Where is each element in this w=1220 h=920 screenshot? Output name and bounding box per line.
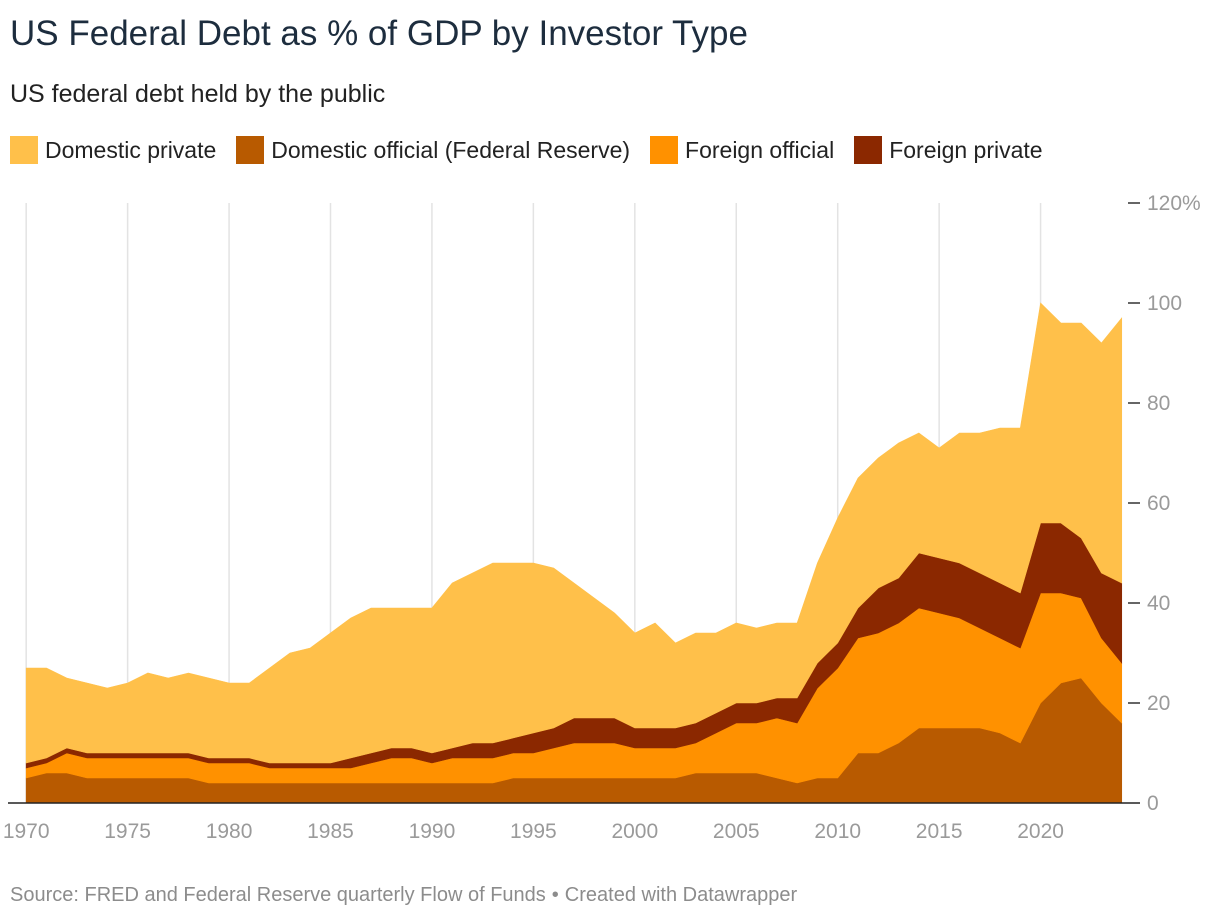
y-tick-label-100: 100 — [1147, 292, 1182, 315]
y-tick-label-40: 40 — [1147, 592, 1170, 615]
x-tick-label-1970: 1970 — [3, 820, 50, 843]
y-tick-label-0: 0 — [1147, 792, 1159, 815]
x-tick-label-1995: 1995 — [510, 820, 557, 843]
x-axis: 1970 1975 1980 1985 1990 1995 2000 2005 2010 2015… — [3, 802, 1140, 843]
legend-label-foreign-private: Foreign private — [889, 136, 1043, 163]
legend-item-foreign-private: Foreign private — [854, 136, 1043, 164]
y-tick-label-60: 60 — [1147, 492, 1170, 515]
x-tick-label-2000: 2000 — [611, 820, 658, 843]
x-tick-label-2020: 2020 — [1017, 820, 1064, 843]
source-note: Source: FRED and Federal Reserve quarter… — [10, 884, 797, 907]
legend-item-domestic-private: Domestic private — [10, 136, 216, 164]
x-tick-label-1990: 1990 — [409, 820, 456, 843]
legend: Domestic private Domestic official (Fede… — [10, 136, 1063, 164]
stacked-area-chart: 0 20 40 60 80 100 120% 1970 1975 1980 1985 1990 199… — [3, 192, 1201, 843]
chart-subtitle: US federal debt held by the public — [10, 80, 386, 108]
x-tick-label-1985: 1985 — [307, 820, 354, 843]
y-axis: 0 20 40 60 80 100 120% — [1128, 192, 1201, 815]
legend-item-foreign-official: Foreign official — [650, 136, 834, 164]
legend-swatch-foreign-official — [650, 136, 679, 164]
legend-swatch-domestic-official — [236, 136, 265, 164]
chart-title: US Federal Debt as % of GDP by Investor … — [10, 14, 748, 53]
y-tick-label-80: 80 — [1147, 392, 1170, 415]
legend-label-domestic-private: Domestic private — [45, 136, 217, 163]
legend-label-foreign-official: Foreign official — [685, 136, 835, 163]
legend-swatch-domestic-private — [10, 136, 38, 164]
x-tick-label-2015: 2015 — [916, 820, 963, 843]
area-series — [25, 302, 1123, 804]
source-separator: • — [551, 884, 559, 906]
x-tick-label-2010: 2010 — [814, 820, 861, 843]
legend-item-domestic-official: Domestic official (Federal Reserve) — [236, 136, 630, 164]
legend-label-domestic-official: Domestic official (Federal Reserve) — [271, 136, 631, 163]
legend-swatch-foreign-private — [854, 136, 883, 164]
x-tick-label-1975: 1975 — [104, 820, 151, 843]
area-domestic-private — [25, 302, 1123, 764]
x-tick-label-1980: 1980 — [206, 820, 253, 843]
y-tick-label-20: 20 — [1147, 692, 1170, 715]
x-tick-label-2005: 2005 — [713, 820, 760, 843]
source-text: Source: FRED and Federal Reserve quarter… — [10, 884, 546, 906]
y-tick-label-120: 120% — [1147, 192, 1201, 215]
credit-text: Created with Datawrapper — [564, 884, 798, 906]
